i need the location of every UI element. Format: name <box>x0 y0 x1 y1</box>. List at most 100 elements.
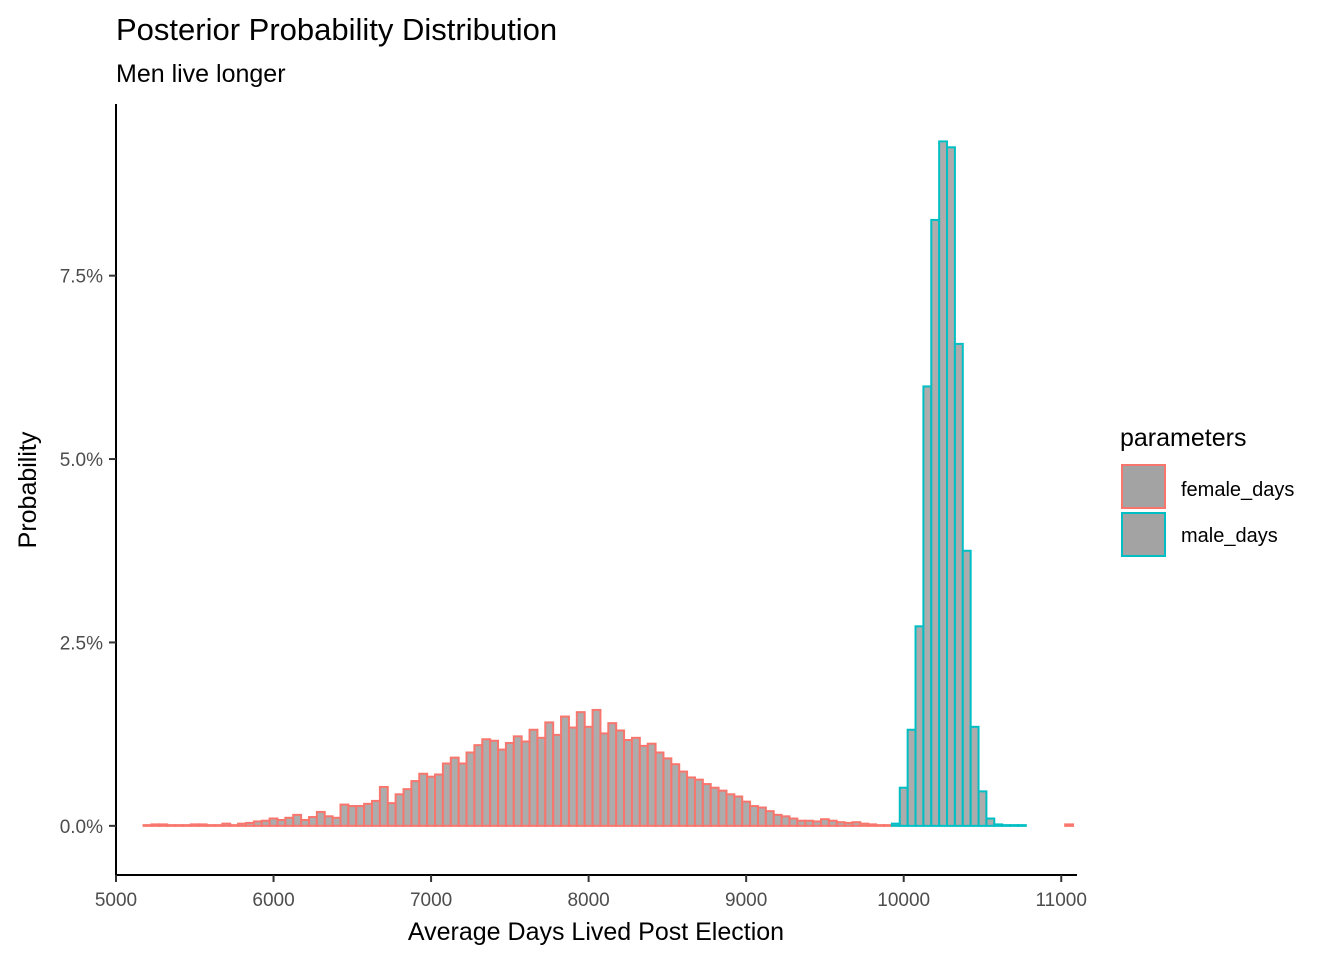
female-days-bar <box>662 757 673 827</box>
female-days-bar <box>489 739 500 827</box>
female-days-bar <box>520 740 531 827</box>
female-days-bar <box>591 708 602 827</box>
male-days-bar <box>1016 824 1027 827</box>
female-days-bar <box>457 762 468 827</box>
x-axis-label: Average Days Lived Post Election <box>408 918 784 946</box>
female-days-bar <box>481 738 492 827</box>
female-days-bar <box>859 822 870 827</box>
female-days-bar <box>827 819 838 827</box>
female-days-bar <box>772 813 783 827</box>
x-tick-label: 7000 <box>410 890 452 911</box>
female-days-bar <box>867 823 878 827</box>
male-days-bar <box>906 728 917 827</box>
female-days-bar <box>331 816 342 827</box>
female-days-bar <box>615 729 626 827</box>
female-days-bar <box>678 770 689 827</box>
male-days-bar <box>977 790 988 827</box>
x-tick-label: 5000 <box>95 890 137 911</box>
female-days-bar <box>300 818 310 827</box>
female-days-bar <box>284 816 295 827</box>
female-days-bar <box>229 824 240 827</box>
male-days-bar <box>953 342 964 827</box>
female-days-bar <box>434 773 444 827</box>
y-tick-label: 5.0% <box>60 450 103 471</box>
female-days-bar <box>788 817 799 827</box>
female-days-bar <box>158 823 169 827</box>
female-days-bar <box>189 823 200 827</box>
female-days-bar <box>355 805 366 827</box>
female-days-bar <box>654 751 665 827</box>
y-axis-ticks: 0.0% 2.5% 5.0% 7.5% <box>60 267 116 838</box>
female-days-bar <box>276 818 287 827</box>
female-days-bar <box>804 819 815 827</box>
female-days-bar <box>465 751 476 827</box>
legend-key-female-days <box>1121 464 1166 509</box>
female-days-bar <box>205 824 216 827</box>
female-days-bar <box>244 821 255 827</box>
legend: parameters female_days male_days <box>1120 424 1294 557</box>
female-days-bar <box>583 725 594 827</box>
female-days-bar <box>197 823 208 827</box>
female-days-bar <box>835 821 846 827</box>
male-days-bar <box>914 625 925 827</box>
female-days-bar <box>386 802 397 827</box>
y-tick-label: 0.0% <box>60 817 103 838</box>
x-tick-label: 8000 <box>567 890 609 911</box>
male-days-bar <box>930 218 941 827</box>
x-tick-label: 11000 <box>1036 890 1087 911</box>
male-series <box>890 140 1027 827</box>
male-days-bar <box>993 823 1004 827</box>
female-days-bar <box>426 775 437 827</box>
male-days-bar <box>1001 824 1012 827</box>
male-days-bar <box>946 146 956 827</box>
female-days-bar <box>686 776 696 827</box>
female-days-bar <box>402 788 413 827</box>
female-days-bar <box>418 772 429 827</box>
legend-label-female-days: female_days <box>1181 479 1294 501</box>
female-days-bar <box>181 824 192 827</box>
female-days-bar <box>780 815 791 827</box>
x-tick-label: 10000 <box>877 890 930 911</box>
female-days-bar <box>843 821 854 827</box>
female-days-bar <box>567 726 578 827</box>
legend-label-male-days: male_days <box>1181 525 1278 547</box>
male-days-bar <box>898 786 909 827</box>
female-days-bar <box>363 802 374 827</box>
female-days-bar <box>544 721 555 827</box>
male-days-bar <box>938 140 949 827</box>
female-days-bar <box>315 810 326 827</box>
female-days-bar <box>252 820 263 827</box>
female-days-bar <box>339 803 350 827</box>
female-days-bar <box>560 715 570 827</box>
female-days-bar <box>213 824 224 827</box>
female-days-bar <box>260 819 271 827</box>
y-tick-label: 2.5% <box>60 633 103 654</box>
female-days-bar <box>741 800 752 827</box>
female-days-bar <box>796 819 807 827</box>
legend-item-female-days: female_days <box>1121 464 1294 509</box>
female-days-bar <box>441 762 452 827</box>
female-days-bar <box>764 810 775 827</box>
female-days-bar <box>701 783 712 827</box>
y-axis-label: Probability <box>14 431 42 548</box>
female-days-bar <box>1064 823 1075 827</box>
female-days-bar <box>599 732 610 827</box>
male-days-bar <box>969 725 980 827</box>
male-days-bar <box>922 385 933 827</box>
female-days-bar <box>623 739 633 827</box>
female-days-bar <box>646 742 657 827</box>
female-days-bar <box>552 733 563 827</box>
female-days-bar <box>875 824 886 827</box>
female-days-bar <box>504 741 515 827</box>
female-days-bar <box>607 722 618 827</box>
female-days-bar <box>749 805 759 827</box>
female-days-bar <box>756 806 767 827</box>
female-days-bar <box>812 820 822 827</box>
female-days-bar <box>292 813 303 827</box>
female-days-bar <box>536 736 547 827</box>
female-days-bar <box>174 824 184 827</box>
female-days-bar <box>237 822 247 827</box>
female-days-bar <box>378 785 389 827</box>
female-days-bar <box>725 793 736 827</box>
